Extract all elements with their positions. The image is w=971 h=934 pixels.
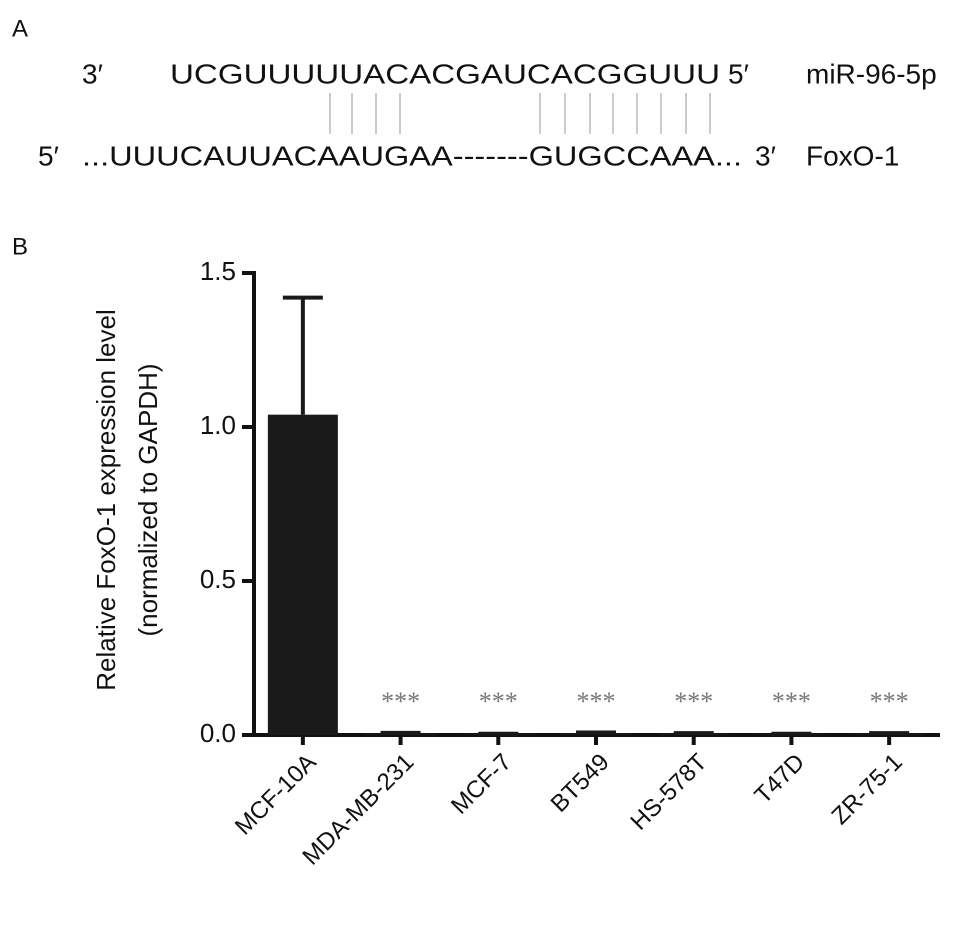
y-tick-label: 0.0 (200, 718, 236, 748)
x-tick-label: ZR-75-1 (827, 749, 908, 830)
x-tick-label: T47D (750, 749, 811, 810)
target-name: FoxO-1 (806, 140, 899, 171)
error-bar (869, 731, 910, 736)
target-right-end: 3′ (755, 140, 776, 171)
target-left-end: 5′ (38, 140, 59, 171)
significance-marker: *** (381, 687, 420, 716)
error-bar (282, 295, 323, 415)
panel-label: A (12, 15, 28, 42)
error-bar (673, 731, 714, 736)
error-bar (576, 730, 616, 735)
mirna-left-end: 3′ (82, 58, 103, 89)
y-axis-title-line: (normalized to GAPDH) (133, 363, 163, 636)
mirna-right-end: 5′ (728, 58, 749, 89)
mirna-name: miR-96-5p (806, 58, 937, 89)
y-axis-title: Relative FoxO-1 expression level (normal… (91, 309, 163, 691)
significance-marker: *** (674, 687, 713, 716)
significance-marker: *** (772, 687, 811, 716)
panel-label: B (12, 233, 28, 260)
error-bar (380, 730, 421, 735)
significance-marker: *** (870, 687, 909, 716)
mirna-sequence: UCGUUUUUACACGAUCACGGUUU (170, 58, 720, 89)
significance-marker: *** (479, 687, 518, 716)
y-tick-label: 1.5 (200, 256, 236, 286)
y-tick-label: 0.5 (200, 564, 236, 594)
x-tick-label: MCF-7 (446, 749, 517, 820)
significance-marker: *** (577, 687, 616, 716)
target-sequence: ...UUUCAUUACAAUGAA-------GUGCCAAA... (82, 140, 742, 171)
bar (267, 414, 338, 735)
x-tick-label: MCF-10A (230, 749, 322, 841)
x-tick-label: BT549 (546, 749, 615, 818)
base-pairing (329, 93, 711, 134)
y-tick-label: 1.0 (200, 410, 236, 440)
x-tick-label: HS-578T (625, 748, 712, 835)
y-axis-title-line: Relative FoxO-1 expression level (91, 309, 121, 691)
